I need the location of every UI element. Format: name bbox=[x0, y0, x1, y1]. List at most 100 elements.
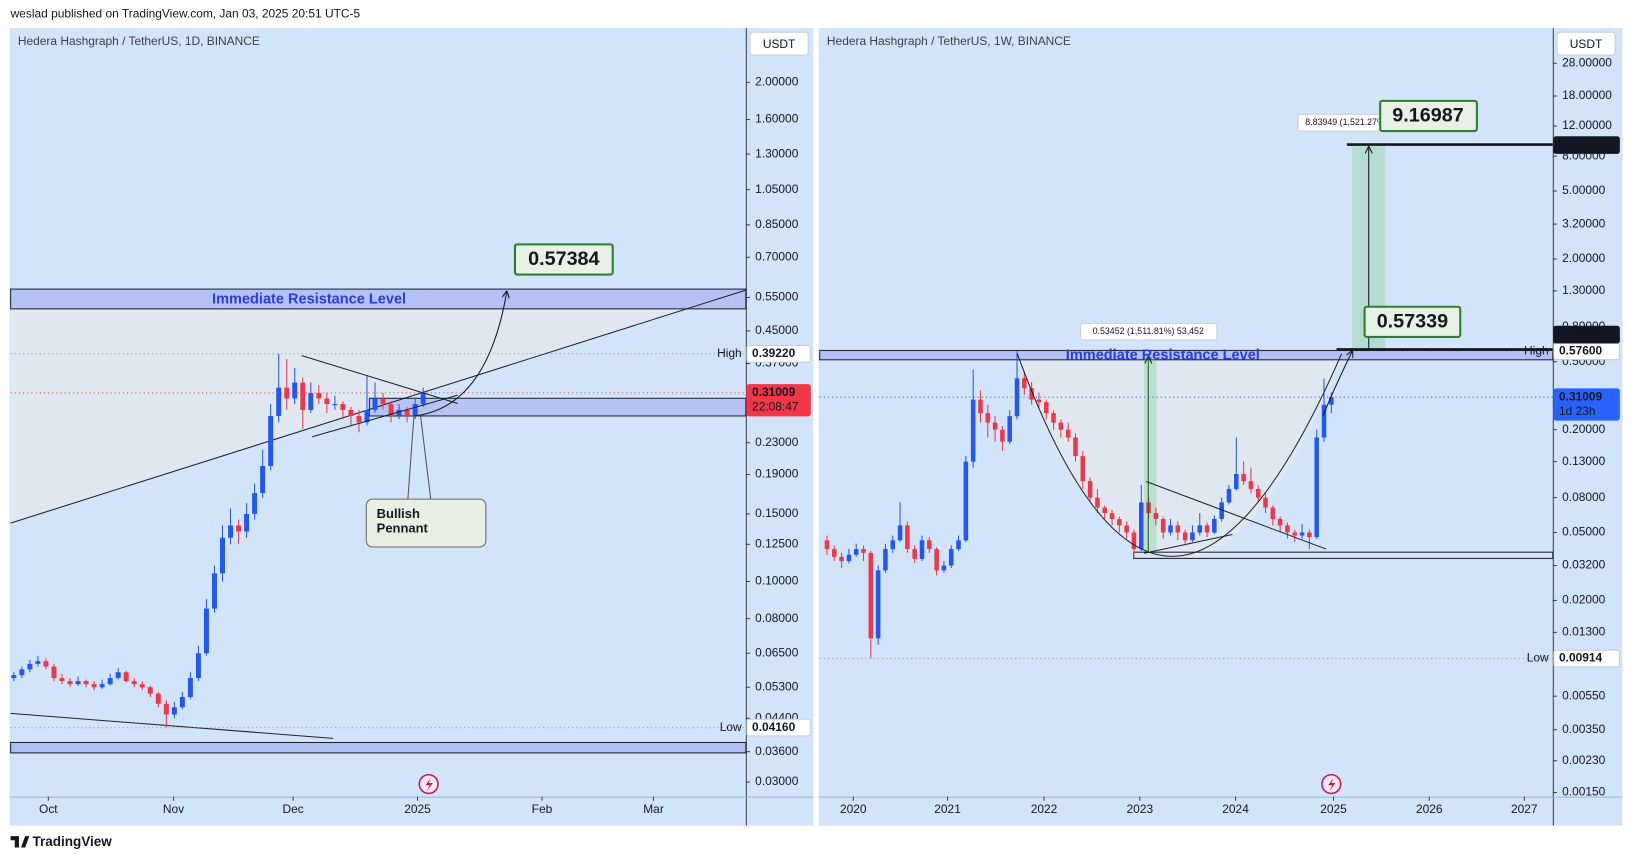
candle-body bbox=[276, 387, 282, 416]
y-tick-label: 1.60000 bbox=[755, 112, 799, 126]
candle-body bbox=[985, 413, 991, 423]
currency-button[interactable] bbox=[1556, 31, 1616, 56]
callout-pointer bbox=[407, 413, 432, 500]
candle-body bbox=[236, 525, 242, 532]
resistance-zone bbox=[819, 349, 1554, 361]
price-badge-note: 1d 23h bbox=[1559, 404, 1596, 418]
price-line-name: High bbox=[1524, 343, 1549, 357]
candle-body bbox=[992, 422, 998, 430]
x-tick-label: 2025 bbox=[404, 802, 431, 816]
y-tick-label: 0.03200 bbox=[1562, 558, 1606, 572]
candle-body bbox=[1190, 532, 1195, 541]
y-tick-label: 0.45000 bbox=[755, 323, 799, 337]
price-badge bbox=[746, 344, 811, 363]
candle-body bbox=[83, 681, 89, 685]
candle-body bbox=[1131, 532, 1137, 550]
price-badge-label: 0.04160 bbox=[752, 720, 796, 734]
candle-body bbox=[380, 398, 386, 405]
price-line-name: Low bbox=[1527, 651, 1549, 665]
candle-body bbox=[846, 554, 852, 562]
candle-body bbox=[187, 678, 193, 697]
resistance-zone bbox=[10, 288, 747, 310]
x-tick-label: 2022 bbox=[1031, 802, 1058, 816]
candle-body bbox=[1314, 437, 1319, 538]
pennant-line bbox=[312, 394, 458, 438]
candle-body bbox=[147, 687, 153, 694]
candle-body bbox=[1248, 481, 1254, 489]
x-tick-label: Dec bbox=[283, 802, 304, 816]
candles bbox=[819, 350, 1553, 660]
measure-box bbox=[1080, 322, 1218, 341]
support-zone bbox=[368, 397, 747, 417]
candle-body bbox=[1263, 497, 1268, 508]
price-badge-label: 9.29436 bbox=[1559, 137, 1603, 151]
target-label: 0.57384 bbox=[528, 248, 599, 270]
candle-body bbox=[875, 570, 881, 639]
candle-body bbox=[1255, 488, 1261, 498]
y-tick-label: 12.00000 bbox=[1562, 118, 1612, 132]
y-tick-label: 0.55000 bbox=[755, 290, 799, 304]
price-badge bbox=[1553, 649, 1620, 668]
y-tick-label: 0.70000 bbox=[755, 249, 799, 263]
candle-body bbox=[348, 409, 354, 416]
candle-body bbox=[868, 552, 874, 639]
candle-body bbox=[1292, 532, 1298, 536]
candle-body bbox=[1329, 397, 1334, 405]
candles bbox=[10, 353, 746, 729]
candle-body bbox=[890, 540, 896, 550]
candle-body bbox=[139, 684, 145, 688]
currency-label: USDT bbox=[763, 37, 796, 51]
candle-body bbox=[91, 684, 97, 688]
candle-body bbox=[1219, 502, 1224, 519]
candle-body bbox=[404, 409, 410, 416]
y-tick-label: 2.00000 bbox=[1562, 251, 1606, 265]
target-box bbox=[1363, 305, 1462, 338]
candle-body bbox=[1175, 525, 1181, 533]
candle-body bbox=[43, 661, 49, 667]
y-tick-label: 0.00150 bbox=[1562, 785, 1606, 799]
candle-body bbox=[203, 608, 209, 654]
y-tick-label: 0.85000 bbox=[755, 217, 799, 231]
candle-body bbox=[1153, 513, 1159, 519]
candle-body bbox=[832, 549, 837, 557]
x-tick-label: 2025 bbox=[1320, 802, 1347, 816]
candle-body bbox=[1182, 532, 1188, 541]
measure-zone bbox=[1144, 355, 1157, 552]
candle-body bbox=[1270, 507, 1276, 519]
candle-body bbox=[824, 540, 830, 550]
support-zone bbox=[10, 741, 747, 754]
y-tick-label: 0.03000 bbox=[755, 774, 799, 788]
cup-curve bbox=[1016, 353, 1343, 557]
shaded-area bbox=[1017, 359, 1342, 560]
y-tick-label: 0.03600 bbox=[755, 744, 799, 758]
axes: 28.0000018.0000012.000008.000005.000003.… bbox=[840, 55, 1620, 816]
candle-body bbox=[356, 415, 362, 423]
price-badge bbox=[1553, 325, 1620, 344]
price-badge bbox=[1553, 388, 1620, 421]
x-tick-label: 2021 bbox=[934, 802, 961, 816]
price-badge-note: 22:08:47 bbox=[752, 400, 799, 414]
candle-body bbox=[839, 556, 844, 562]
candle-body bbox=[51, 666, 57, 679]
candle-body bbox=[316, 392, 322, 399]
candle-body bbox=[163, 703, 169, 715]
y-tick-label: 0.01300 bbox=[1562, 625, 1606, 639]
y-tick-label: 0.20000 bbox=[1562, 422, 1606, 436]
candle-body bbox=[340, 404, 346, 410]
candle-body bbox=[292, 382, 298, 399]
candle-body bbox=[19, 669, 25, 676]
candle-body bbox=[883, 549, 888, 571]
currency-label: USDT bbox=[1570, 37, 1603, 51]
publish-header: weslad published on TradingView.com, Jan… bbox=[10, 7, 361, 21]
y-tick-label: 0.00350 bbox=[1562, 722, 1606, 736]
price-badge-label: 0.31009 bbox=[1559, 389, 1603, 403]
y-tick-label: 0.02000 bbox=[1562, 593, 1606, 607]
currency-button[interactable] bbox=[749, 31, 809, 56]
candle-body bbox=[59, 678, 65, 682]
candle-body bbox=[1080, 456, 1086, 482]
candle-body bbox=[1234, 474, 1239, 489]
candle-body bbox=[155, 693, 161, 704]
candle-body bbox=[260, 465, 266, 494]
candle-body bbox=[1043, 402, 1049, 414]
